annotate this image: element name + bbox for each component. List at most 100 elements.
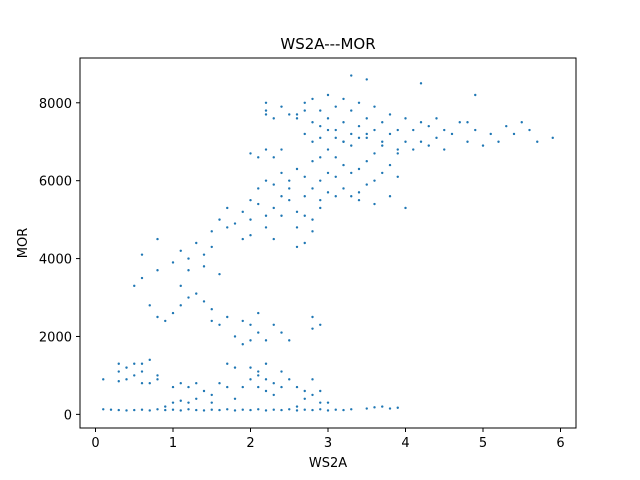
- data-point: [536, 140, 539, 143]
- data-point: [435, 136, 438, 140]
- data-point: [226, 385, 229, 389]
- data-point: [133, 374, 136, 377]
- data-point: [303, 241, 306, 245]
- data-point: [195, 382, 198, 385]
- data-point: [373, 179, 376, 182]
- data-point: [233, 366, 237, 369]
- data-point: [458, 121, 461, 124]
- y-tick-label: 8000: [39, 97, 72, 112]
- data-point: [125, 378, 128, 381]
- data-point: [311, 218, 314, 221]
- data-point: [195, 241, 198, 245]
- data-point: [280, 370, 283, 373]
- data-point: [179, 304, 182, 307]
- data-point: [342, 163, 345, 167]
- data-point: [311, 160, 314, 163]
- y-tick-label: 2000: [39, 330, 72, 345]
- data-point: [404, 140, 407, 143]
- data-point: [326, 409, 330, 412]
- data-point: [156, 378, 159, 381]
- data-point: [303, 101, 306, 104]
- data-point: [381, 121, 384, 124]
- data-point: [210, 401, 213, 404]
- data-point: [342, 140, 345, 143]
- data-point: [140, 382, 144, 385]
- data-point: [171, 408, 175, 411]
- data-point: [303, 408, 306, 411]
- data-point: [117, 380, 120, 383]
- data-point: [350, 74, 353, 77]
- data-point: [326, 401, 330, 404]
- data-point: [295, 210, 299, 214]
- data-point: [156, 315, 159, 319]
- data-point: [264, 148, 268, 151]
- data-point: [249, 408, 252, 412]
- data-point: [365, 407, 368, 410]
- data-point: [381, 144, 384, 147]
- data-point: [288, 179, 291, 182]
- data-point: [218, 382, 221, 385]
- data-point: [249, 152, 252, 155]
- data-point: [497, 140, 500, 143]
- data-point: [357, 191, 361, 194]
- data-point: [148, 358, 151, 362]
- data-point: [264, 389, 268, 393]
- data-point: [241, 237, 244, 241]
- data-point: [342, 121, 345, 124]
- data-point: [164, 408, 167, 412]
- data-point: [326, 117, 330, 120]
- data-point: [133, 284, 136, 288]
- data-point: [187, 385, 190, 389]
- data-point: [288, 339, 291, 342]
- data-point: [474, 93, 477, 97]
- data-point: [350, 109, 353, 112]
- data-point: [419, 140, 423, 143]
- data-point: [388, 407, 392, 410]
- data-point: [319, 179, 322, 182]
- data-point: [272, 393, 275, 397]
- data-point: [102, 378, 105, 381]
- data-point: [326, 171, 330, 175]
- data-point: [187, 408, 190, 411]
- data-point: [210, 408, 213, 411]
- data-point: [241, 210, 244, 214]
- data-point: [164, 405, 167, 408]
- y-tick-label: 0: [64, 408, 72, 423]
- data-point: [125, 366, 128, 369]
- data-point: [148, 382, 151, 385]
- data-point: [264, 362, 268, 365]
- data-point: [311, 393, 314, 397]
- data-point: [257, 202, 260, 206]
- data-point: [288, 408, 291, 411]
- data-point: [357, 136, 361, 140]
- data-point: [249, 339, 252, 342]
- data-point: [272, 156, 275, 159]
- data-point: [102, 408, 105, 411]
- data-point: [156, 269, 159, 272]
- data-point: [109, 408, 113, 411]
- data-point: [171, 385, 175, 389]
- data-point: [295, 113, 299, 116]
- data-point: [295, 385, 299, 389]
- data-point: [272, 323, 275, 326]
- data-point: [179, 409, 182, 412]
- data-point: [202, 265, 206, 268]
- data-point: [357, 124, 361, 128]
- data-point: [396, 175, 399, 178]
- data-point: [419, 121, 423, 124]
- data-point: [365, 136, 368, 140]
- data-point: [381, 405, 384, 408]
- data-point: [171, 261, 175, 264]
- data-point: [280, 331, 283, 334]
- data-point: [466, 121, 469, 124]
- data-point: [326, 148, 330, 151]
- data-point: [295, 167, 299, 171]
- data-point: [249, 323, 252, 326]
- data-point: [241, 343, 244, 346]
- data-point: [350, 195, 353, 198]
- data-point: [264, 409, 268, 412]
- data-point: [303, 397, 306, 400]
- data-point: [381, 171, 384, 175]
- data-point: [466, 140, 469, 143]
- data-point: [210, 393, 213, 397]
